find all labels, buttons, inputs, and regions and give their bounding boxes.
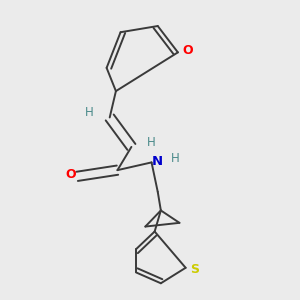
Text: H: H xyxy=(85,106,94,119)
Text: O: O xyxy=(182,44,193,57)
Text: S: S xyxy=(190,263,200,276)
Text: O: O xyxy=(65,168,76,181)
Text: H: H xyxy=(170,152,179,165)
Text: N: N xyxy=(152,155,163,168)
Text: H: H xyxy=(147,136,156,149)
